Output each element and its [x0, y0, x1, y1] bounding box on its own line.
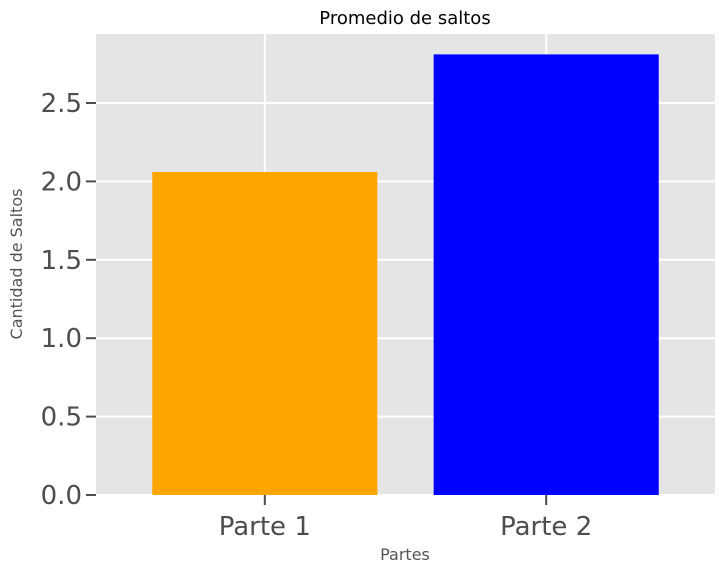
x-tick-label: Parte 2 — [500, 512, 592, 542]
x-tick-label: Parte 1 — [219, 512, 311, 542]
chart-title: Promedio de saltos — [319, 8, 490, 29]
y-tick-label: 2.5 — [41, 89, 82, 119]
y-axis-label: Cantidad de Saltos — [7, 189, 26, 340]
x-axis: Parte 1 Parte 2 — [219, 495, 592, 542]
bar-parte-2 — [433, 54, 659, 496]
bar-parte-1 — [152, 171, 378, 495]
y-tick-label: 1.5 — [41, 246, 82, 276]
y-tick-label: 0.0 — [41, 481, 82, 511]
y-axis: 0.0 0.5 1.0 1.5 2.0 2.5 — [41, 89, 96, 511]
x-axis-label: Partes — [380, 545, 430, 564]
y-tick-label: 1.0 — [41, 324, 82, 354]
y-tick-label: 0.5 — [41, 403, 82, 433]
bars-group — [152, 54, 659, 496]
y-tick-label: 2.0 — [41, 167, 82, 197]
